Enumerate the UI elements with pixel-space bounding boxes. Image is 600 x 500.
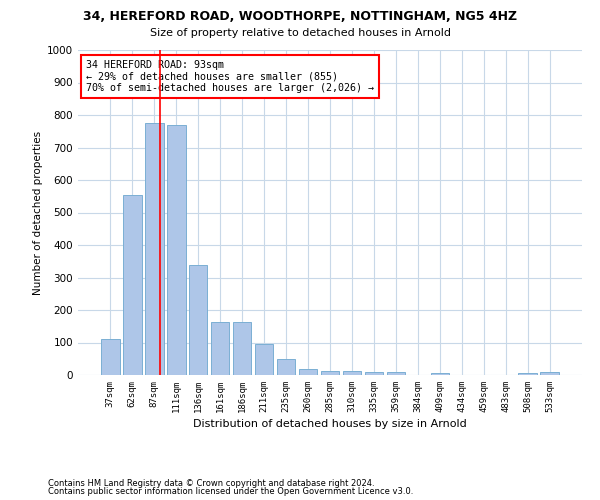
- Bar: [299, 369, 317, 375]
- Y-axis label: Number of detached properties: Number of detached properties: [33, 130, 43, 294]
- Bar: [123, 194, 142, 375]
- Bar: [145, 123, 164, 375]
- Bar: [167, 124, 185, 375]
- Bar: [211, 322, 229, 375]
- Bar: [541, 372, 559, 375]
- Bar: [189, 264, 208, 375]
- Bar: [518, 372, 537, 375]
- Bar: [233, 322, 251, 375]
- Text: Contains HM Land Registry data © Crown copyright and database right 2024.: Contains HM Land Registry data © Crown c…: [48, 478, 374, 488]
- Bar: [343, 371, 361, 375]
- Bar: [431, 372, 449, 375]
- Text: Contains public sector information licensed under the Open Government Licence v3: Contains public sector information licen…: [48, 487, 413, 496]
- Bar: [320, 371, 340, 375]
- Bar: [277, 359, 295, 375]
- Text: 34, HEREFORD ROAD, WOODTHORPE, NOTTINGHAM, NG5 4HZ: 34, HEREFORD ROAD, WOODTHORPE, NOTTINGHA…: [83, 10, 517, 23]
- Bar: [365, 372, 383, 375]
- Text: Size of property relative to detached houses in Arnold: Size of property relative to detached ho…: [149, 28, 451, 38]
- X-axis label: Distribution of detached houses by size in Arnold: Distribution of detached houses by size …: [193, 419, 467, 429]
- Bar: [386, 372, 405, 375]
- Bar: [255, 344, 274, 375]
- Text: 34 HEREFORD ROAD: 93sqm
← 29% of detached houses are smaller (855)
70% of semi-d: 34 HEREFORD ROAD: 93sqm ← 29% of detache…: [86, 60, 374, 93]
- Bar: [101, 339, 119, 375]
